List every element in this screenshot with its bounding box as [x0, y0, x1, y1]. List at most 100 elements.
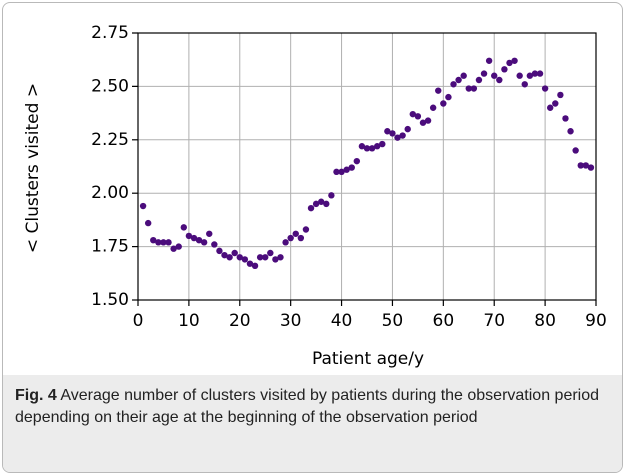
point — [363, 145, 371, 152]
x-tick-label: 70 — [483, 311, 505, 331]
point — [231, 249, 238, 257]
point — [536, 70, 544, 77]
point — [547, 104, 554, 111]
point — [379, 140, 386, 148]
point — [506, 59, 513, 67]
caption-text: Average number of clusters visited by pa… — [15, 387, 600, 426]
point — [501, 66, 508, 73]
point — [368, 145, 376, 152]
point — [491, 72, 498, 79]
point — [470, 85, 478, 92]
point — [165, 239, 172, 246]
point — [557, 91, 564, 99]
point — [445, 93, 452, 101]
point — [480, 70, 488, 77]
point — [318, 198, 325, 205]
point — [175, 243, 182, 250]
y-tick-label: 1.75 — [91, 237, 129, 257]
point — [144, 219, 152, 227]
point — [394, 134, 401, 141]
plot-frame — [137, 32, 597, 301]
point — [297, 234, 305, 242]
point — [170, 245, 177, 252]
x-tick-label: 40 — [331, 311, 353, 331]
point — [414, 113, 422, 120]
point — [338, 168, 345, 176]
y-axis-label: < Clusters visited > — [23, 83, 43, 253]
point — [333, 168, 340, 176]
point — [429, 104, 437, 111]
point — [282, 239, 289, 246]
point — [465, 85, 472, 92]
point — [348, 164, 355, 171]
chart: Patient age/y < Clusters visited > 1.50 1… — [23, 23, 607, 369]
point — [139, 202, 147, 210]
point — [460, 72, 467, 79]
y-tick-label: 1.50 — [91, 290, 129, 310]
point — [577, 162, 584, 169]
point — [328, 192, 335, 199]
x-tick-label: 50 — [382, 311, 404, 331]
point — [419, 119, 427, 126]
point — [302, 226, 310, 233]
point — [353, 157, 361, 165]
point — [404, 125, 411, 133]
point — [511, 57, 518, 64]
point — [211, 241, 218, 248]
point — [409, 110, 416, 118]
point — [582, 162, 590, 169]
point — [246, 260, 254, 267]
x-tick-label: 10 — [178, 311, 200, 331]
point — [221, 251, 228, 259]
point — [475, 76, 483, 84]
point — [440, 100, 447, 107]
point — [251, 262, 259, 270]
point — [373, 143, 381, 150]
point — [516, 72, 523, 79]
point — [389, 130, 396, 137]
caption-label: Fig. 4 — [15, 387, 57, 404]
point — [256, 254, 264, 261]
point — [185, 232, 193, 240]
point — [531, 70, 539, 77]
x-tick-label: 0 — [133, 311, 144, 331]
point — [572, 147, 579, 154]
point — [216, 247, 223, 255]
point — [206, 230, 213, 237]
point — [384, 128, 391, 135]
point — [485, 57, 493, 64]
point — [195, 236, 203, 244]
point — [343, 166, 350, 173]
point — [262, 254, 269, 261]
point — [567, 128, 574, 135]
y-tick-label: 2.25 — [91, 130, 129, 150]
point — [241, 256, 249, 263]
point — [541, 85, 549, 92]
point — [552, 100, 559, 107]
point — [399, 132, 406, 139]
y-tick-label: 2.50 — [91, 76, 129, 96]
point — [587, 164, 595, 171]
point — [450, 81, 457, 88]
point — [496, 76, 503, 84]
point — [267, 249, 274, 257]
point — [526, 72, 534, 79]
y-tick-label: 2.75 — [91, 23, 129, 43]
point — [287, 234, 294, 242]
x-tick-label: 80 — [534, 311, 556, 331]
point — [358, 143, 366, 150]
x-tick-label: 90 — [585, 311, 607, 331]
point — [562, 115, 569, 122]
point — [226, 254, 233, 261]
point — [277, 254, 284, 261]
point — [160, 239, 167, 246]
point — [424, 117, 432, 124]
point — [292, 230, 299, 237]
point — [521, 81, 528, 88]
y-tick-label: 2.00 — [91, 183, 129, 203]
point — [312, 200, 320, 208]
x-tick-label: 60 — [433, 311, 455, 331]
x-axis-label: Patient age/y — [312, 349, 424, 369]
point — [272, 256, 279, 263]
